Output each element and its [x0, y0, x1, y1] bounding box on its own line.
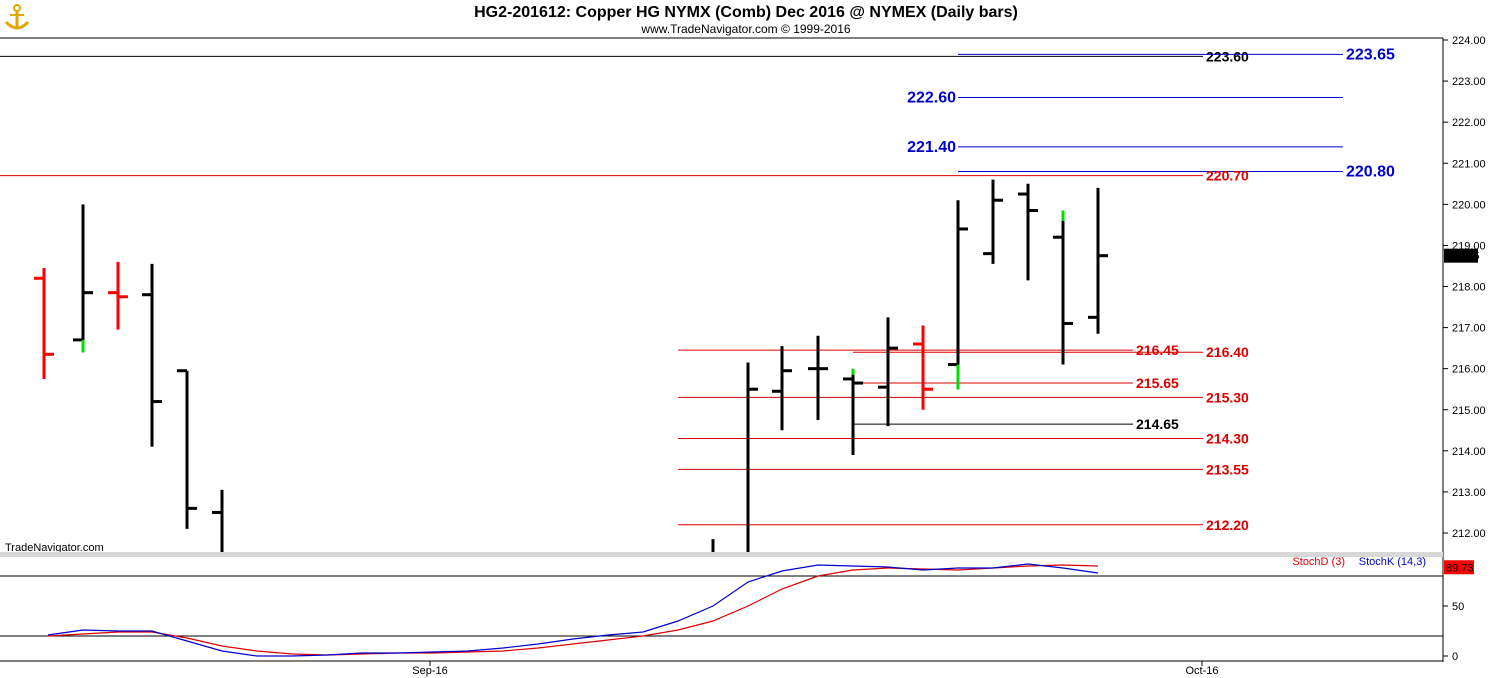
price-tick-label: 222.00 — [1452, 117, 1486, 129]
level-label: 216.40 — [1206, 344, 1249, 360]
ohlc-bar — [878, 317, 898, 427]
legend-stoch-d: StochD (3) — [1292, 556, 1345, 568]
chart-subtitle: www.TradeNavigator.com © 1999-2016 — [640, 22, 850, 36]
level-label: 221.40 — [907, 139, 956, 156]
chart-header: HG2-201612: Copper HG NYMX (Comb) Dec 20… — [2, 2, 1018, 36]
level-lines: 223.60 223.65 222.60 221.40 220.80 220.70 216.… — [0, 46, 1395, 533]
stoch-last-label: 89.73 — [1446, 562, 1474, 574]
ohlc-bar — [142, 263, 162, 447]
level-label: 223.65 — [1346, 46, 1395, 63]
price-tick-label: 218.00 — [1452, 282, 1486, 294]
level-label: 215.65 — [1136, 375, 1179, 391]
ohlc-bar — [772, 346, 792, 431]
chart-title: HG2-201612: Copper HG NYMX (Comb) Dec 20… — [474, 4, 1018, 21]
stoch-last-badge — [1444, 560, 1474, 575]
stochastic-axis: 50 0 89.73 — [1443, 560, 1474, 663]
price-tick-label: 215.00 — [1452, 405, 1486, 417]
ohlc-bar — [108, 261, 128, 330]
level-label: 212.20 — [1206, 517, 1249, 533]
legend-stoch-k: StochK (14,3) — [1359, 556, 1426, 568]
level-label: 216.45 — [1136, 342, 1179, 358]
last-price-badge — [1444, 248, 1478, 263]
ohlc-bar — [808, 335, 828, 421]
price-tick-label: 217.00 — [1452, 323, 1486, 335]
ohlc-bar — [1053, 220, 1073, 365]
ohlc-bar — [983, 179, 1003, 264]
price-tick-label: 223.00 — [1452, 76, 1486, 88]
level-label: 223.60 — [1206, 48, 1249, 64]
level-label: 220.70 — [1206, 168, 1249, 184]
price-tick-label: 224.00 — [1452, 35, 1486, 47]
last-price-label: 218.75 — [1446, 251, 1480, 263]
panel-separator[interactable] — [0, 552, 1443, 557]
stoch-series-line — [47, 564, 1099, 656]
watermark: TradeNavigator.com — [5, 542, 104, 554]
price-tick-label: 220.00 — [1452, 199, 1486, 211]
price-panel: 223.60 223.65 222.60 221.40 220.80 220.70 216.… — [0, 35, 1486, 662]
stochastic-panel: 50 0 89.73 StochD (3) StochK (14,3) — [0, 556, 1474, 663]
ohlc-bars — [34, 179, 1108, 556]
price-axis: 224.00223.00222.00221.00220.00219.00218.… — [1443, 35, 1486, 540]
price-tick-label: 216.00 — [1452, 364, 1486, 376]
stoch-tick-label: 50 — [1452, 601, 1464, 613]
level-label: 214.65 — [1136, 416, 1179, 432]
stochastic-lines — [47, 563, 1099, 657]
time-axis: Sep-16 Oct-16 — [0, 660, 1443, 677]
ohlc-bar — [913, 325, 933, 410]
time-tick-label: Oct-16 — [1185, 665, 1218, 677]
ohlc-bar — [843, 370, 863, 455]
level-label: 215.30 — [1206, 389, 1249, 405]
stoch-tick-label: 0 — [1452, 651, 1458, 663]
time-tick-label: Sep-16 — [412, 665, 447, 677]
level-label: 214.30 — [1206, 431, 1249, 447]
ohlc-bar — [1088, 187, 1108, 334]
price-tick-label: 221.00 — [1452, 158, 1486, 170]
stoch-series-line — [47, 563, 1099, 657]
ohlc-bar — [34, 268, 54, 379]
ohlc-bar — [177, 369, 197, 529]
level-label: 220.80 — [1346, 163, 1395, 180]
ohlc-bar — [73, 204, 93, 353]
price-tick-label: 212.00 — [1452, 528, 1486, 540]
price-tick-label: 213.00 — [1452, 487, 1486, 499]
level-label: 222.60 — [907, 90, 956, 107]
price-tick-label: 214.00 — [1452, 446, 1486, 458]
anchor-logo-icon — [2, 2, 32, 32]
ohlc-bar — [948, 200, 968, 390]
ohlc-bar — [1018, 183, 1038, 281]
level-label: 213.55 — [1206, 461, 1249, 477]
